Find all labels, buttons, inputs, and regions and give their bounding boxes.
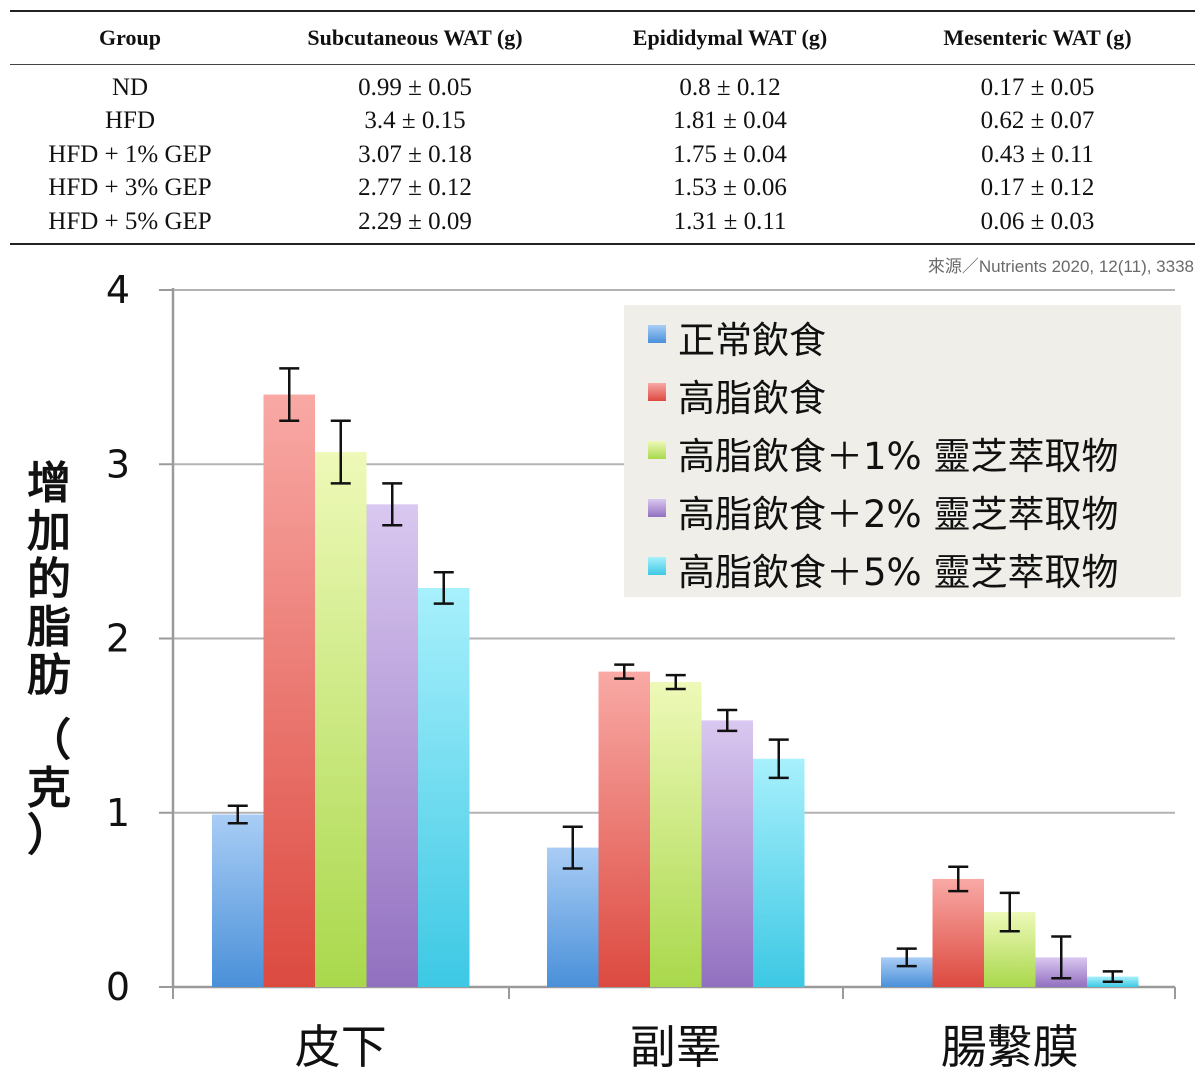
source-note: 來源／Nutrients 2020, 12(11), 3338 <box>927 257 1194 276</box>
table-cell: 2.29 ± 0.09 <box>358 207 472 235</box>
bar <box>366 504 418 987</box>
y-axis-label-char: 增 <box>27 458 71 509</box>
table-row: HFD + 1% GEP 3.07 ± 0.18 1.75 ± 0.04 0.4… <box>10 138 1195 172</box>
bar <box>418 587 470 987</box>
y-tick-label: 2 <box>106 617 130 661</box>
bar <box>650 682 702 987</box>
header-epididymal: Epididymal WAT (g) <box>632 25 828 50</box>
legend-swatch <box>648 383 666 401</box>
data-table: Group Subcutaneous WAT (g) Epididymal WA… <box>10 10 1195 245</box>
bar <box>547 847 599 987</box>
legend-label: 正常飲食 <box>678 319 826 362</box>
y-axis-label-char: （ <box>27 715 71 766</box>
legend-label: 高脂飲食＋5% 靈芝萃取物 <box>678 551 1118 594</box>
table-cell: 1.81 ± 0.04 <box>673 107 787 135</box>
table-cell: 2.77 ± 0.12 <box>358 174 472 202</box>
table-cell: 0.62 ± 0.07 <box>980 107 1095 135</box>
bar <box>212 814 264 987</box>
bar <box>701 720 753 987</box>
y-tick-label: 3 <box>106 442 130 486</box>
table-cell: 3.07 ± 0.18 <box>358 140 472 168</box>
table-cell: 0.17 ± 0.12 <box>980 174 1095 202</box>
bar <box>315 452 367 987</box>
table-cell: 0.8 ± 0.12 <box>679 73 781 101</box>
bar <box>263 394 315 987</box>
y-axis-label-char: ） <box>27 810 71 861</box>
y-axis-label-char: 肪 <box>27 650 71 701</box>
y-axis-label-char: 克 <box>27 763 71 814</box>
y-axis-label-char: 的 <box>27 554 71 605</box>
legend-swatch <box>648 325 666 343</box>
category-label: 腸繫膜 <box>941 1020 1079 1074</box>
table-cell: HFD + 5% GEP <box>48 207 212 235</box>
table-cell: HFD <box>104 107 155 135</box>
y-tick-label: 1 <box>106 791 130 835</box>
y-axis-label-char: 脂 <box>27 602 71 653</box>
table-cell: 1.31 ± 0.11 <box>673 207 787 235</box>
error-bars <box>227 367 1123 984</box>
bar <box>598 671 650 987</box>
header-subcutaneous: Subcutaneous WAT (g) <box>307 25 523 50</box>
y-tick-label: 0 <box>106 965 130 1009</box>
table-row: HFD + 5% GEP 2.29 ± 0.09 1.31 ± 0.11 0.0… <box>10 205 1195 244</box>
legend-swatch <box>648 441 666 459</box>
table-header-row: Group Subcutaneous WAT (g) Epididymal WA… <box>10 11 1195 65</box>
table-cell: 0.06 ± 0.03 <box>980 207 1095 235</box>
header-group: Group <box>99 25 161 50</box>
table-row: HFD + 3% GEP 2.77 ± 0.12 1.53 ± 0.06 0.1… <box>10 172 1195 206</box>
y-tick-label: 4 <box>106 268 130 312</box>
header-mesenteric: Mesenteric WAT (g) <box>943 25 1132 50</box>
table-cell: HFD + 3% GEP <box>48 174 212 202</box>
legend-swatch <box>648 499 666 517</box>
table-cell: HFD + 1% GEP <box>48 140 212 168</box>
bar <box>753 758 805 987</box>
table-cell: 0.99 ± 0.05 <box>358 73 472 101</box>
legend-box <box>624 305 1181 597</box>
table-cell: 1.53 ± 0.06 <box>673 174 787 202</box>
legend-label: 高脂飲食＋1% 靈芝萃取物 <box>678 435 1118 478</box>
bar <box>932 878 984 987</box>
table-cell: ND <box>111 73 149 101</box>
table-cell: 3.4 ± 0.15 <box>364 107 466 135</box>
legend-swatch <box>648 557 666 575</box>
legend-label: 高脂飲食＋2% 靈芝萃取物 <box>678 493 1118 536</box>
table-cell: 0.17 ± 0.05 <box>980 73 1095 101</box>
table-row: HFD 3.4 ± 0.15 1.81 ± 0.04 0.62 ± 0.07 <box>10 105 1195 139</box>
category-label: 皮下 <box>295 1020 387 1074</box>
legend-label: 高脂飲食 <box>678 377 826 420</box>
category-label: 副睪 <box>630 1020 722 1074</box>
table-row: ND 0.99 ± 0.05 0.8 ± 0.12 0.17 ± 0.05 <box>10 65 1195 105</box>
bars <box>212 394 1139 987</box>
table-cell: 1.75 ± 0.04 <box>673 140 787 168</box>
table-cell: 0.43 ± 0.11 <box>981 140 1094 168</box>
y-axis-label-char: 加 <box>27 506 71 557</box>
